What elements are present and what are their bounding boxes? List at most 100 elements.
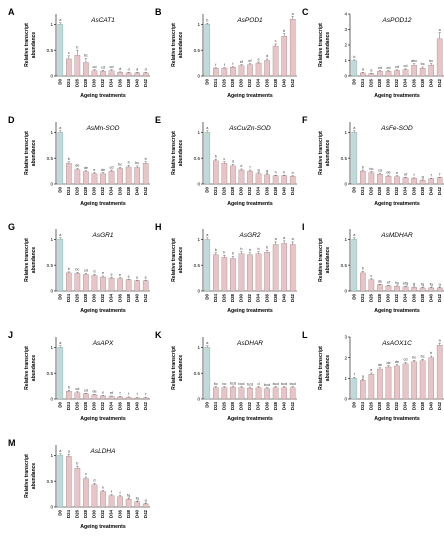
x-tick-label: D36 [117,401,122,410]
bar [368,279,375,292]
bar [238,253,245,292]
bar [385,71,392,77]
x-axis-label: Ageing treatments [374,93,420,99]
bar [125,397,132,400]
panel-i: I AsMDHAR Relative transcript abundance 0 0.5… [302,222,444,314]
panel-label: C [302,7,309,17]
bar [100,395,106,400]
x-tick-label: D38 [126,401,131,410]
y-axis-label: Relative transcript [24,23,30,67]
significance-letter: cd [378,168,382,172]
x-tick-label: D42 [437,186,442,195]
y-tick-label: 3 [344,335,347,340]
significance-letter: a [59,233,62,237]
y-tick-label: 0 [197,182,200,187]
bar [134,280,141,292]
x-tick-label: D38 [273,401,278,410]
bar [230,165,236,185]
significance-letter: cd [110,165,114,169]
y-tick-label: 0 [50,289,53,294]
significance-letter: e [370,368,372,372]
y-tick-label: 1 [344,130,347,135]
y-axis-label: Relative transcript [24,131,30,175]
significance-letter: bc [75,268,79,272]
x-tick-label: D26 [222,186,227,195]
significance-letter: g [439,283,441,287]
x-tick-label: D30 [92,401,97,410]
significance-letter: a [275,237,278,241]
bar [419,287,426,292]
x-tick-label: D36 [411,78,416,87]
bar [212,387,219,400]
x-tick-label: D36 [411,293,416,302]
y-axis-label: abundance [31,355,37,382]
significance-letter: b [223,251,225,255]
significance-letter: bc [135,161,139,165]
bar [428,287,435,292]
significance-letter: d [145,68,147,72]
bar [394,286,400,292]
bar [368,73,375,77]
bar [108,70,115,77]
significance-letter: bcd [273,382,279,386]
significance-letter: g [422,175,424,179]
significance-letter: c [85,472,87,476]
significance-letter: f [145,393,147,397]
x-tick-label: D38 [420,186,425,195]
bar [359,272,366,292]
significance-letter: a [68,450,71,454]
significance-letter: a [206,341,209,345]
bar [230,386,236,400]
x-tick-label: D26 [75,186,80,195]
x-tick-label: D0 [351,186,356,192]
bar [74,468,81,508]
x-tick-label: D24 [213,293,218,302]
significance-letter: d [257,382,259,386]
x-tick-label: D24 [66,186,71,195]
x-tick-label: D24 [360,293,365,302]
bar [91,394,98,400]
bar [264,174,270,185]
x-tick-label: D24 [213,401,218,410]
panel-title: AsMDHAR [380,232,413,239]
x-axis-label: Ageing treatments [80,416,126,422]
significance-letter: b [240,247,242,251]
x-tick-label: D40 [428,293,433,302]
panel-d: D AsMn-SOD Relative transcript abundance 0 0.… [8,115,150,207]
x-tick-label: D26 [369,78,374,87]
significance-letter: fg [395,281,398,285]
significance-letter: a [59,18,62,22]
bar [142,503,149,508]
significance-letter: e [93,168,95,172]
x-tick-label: D0 [57,401,62,407]
significance-letter: cd [404,358,408,362]
x-tick-label: D42 [143,401,148,410]
bar [289,244,296,292]
significance-letter: a [439,28,442,32]
significance-letter: cd [110,65,114,69]
significance-letter: g [266,169,268,173]
y-tick-label: 0.5 [194,263,201,268]
panel-label: B [155,7,162,17]
x-tick-label: D30 [239,78,244,87]
bar [65,163,72,185]
x-tick-label: D40 [281,293,286,302]
bar [402,363,409,400]
significance-letter: d [232,160,234,164]
significance-letter: fg [127,493,130,497]
x-tick-label: D34 [256,401,261,410]
significance-letter: f [439,172,441,176]
panel-label: L [302,330,308,340]
x-tick-label: D32 [100,509,105,518]
panel-label: G [8,222,15,232]
y-axis-label: Relative transcript [318,346,324,390]
x-tick-label: D36 [117,293,122,302]
significance-letter: e [136,275,138,279]
significance-letter: bc [214,382,218,386]
y-axis-label: abundance [325,32,331,59]
bar [272,45,279,77]
bar [74,55,81,77]
significance-letter: de [395,360,399,364]
bar [91,70,98,77]
